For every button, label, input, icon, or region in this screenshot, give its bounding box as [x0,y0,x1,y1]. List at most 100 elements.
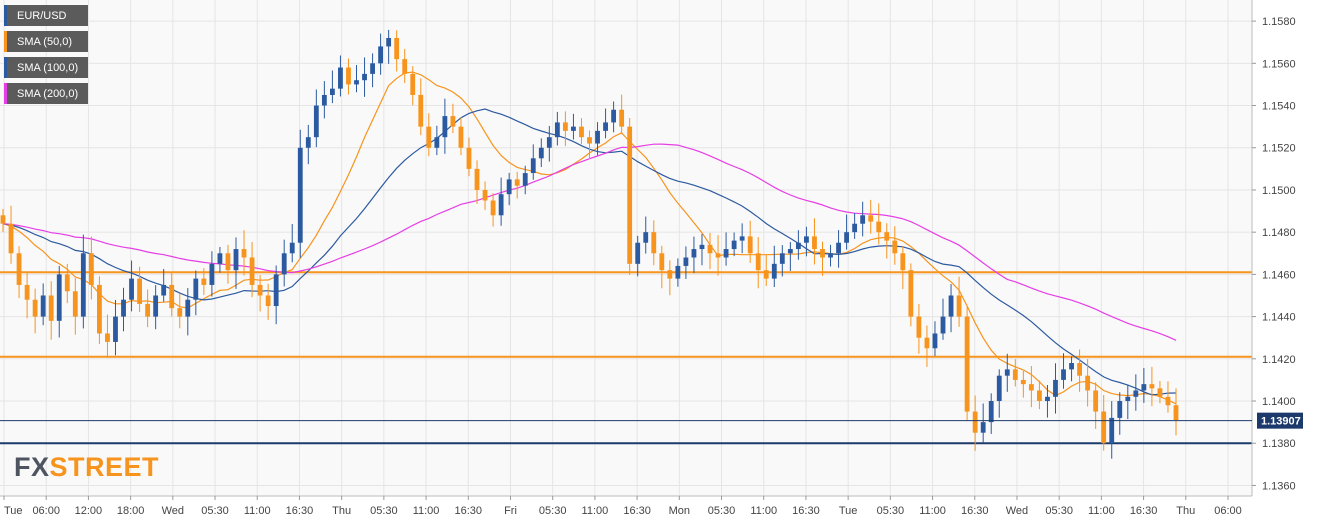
candle-body [8,223,14,254]
candle-body [225,253,231,271]
candle-body [1101,411,1107,444]
candle-body [828,253,833,258]
candle-body [281,253,287,275]
candle-body [289,242,295,254]
candle-body [64,274,70,292]
x-tick-label: 05:30 [370,505,398,517]
candle-body [113,316,118,342]
candle-body [900,253,906,271]
candle-body [482,189,488,201]
legend-label: SMA (50,0) [17,35,73,48]
candle-body [787,249,793,254]
candle-body [48,295,54,321]
x-tick-label: Tue [4,505,23,517]
candle-body [1173,405,1179,421]
legend-swatch [4,31,7,52]
x-tick-label: 05:30 [877,505,905,517]
candle-body [490,200,496,216]
candle-body [1053,379,1058,397]
candle-body [1028,384,1034,391]
candle-body [916,316,922,338]
x-tick-label: 16:30 [623,505,651,517]
candle-body [779,253,785,264]
candle-body [1085,375,1091,391]
legend-item-symbol[interactable]: EUR/USD [4,5,89,26]
candle-body [1149,384,1155,389]
candle-body [731,240,737,250]
candle-body [1004,369,1010,376]
candle-body [956,295,962,317]
legend-item-sma100[interactable]: SMA (100,0) [4,57,89,78]
candle-body [434,137,440,148]
candle-body [1133,390,1139,397]
candle-body [683,257,689,266]
candle-body [538,147,544,159]
candle-body [193,278,199,300]
candle-body [667,270,673,279]
candle-body [964,316,970,412]
candle-body [346,67,351,85]
candle-body [980,422,986,433]
candle-body [257,284,263,296]
candle-body [297,147,303,243]
candle-body [121,299,126,317]
x-tick-label: Mon [669,505,690,517]
candle-body [611,109,617,123]
candle-body [908,270,914,317]
candle-body [595,130,600,144]
legend-item-sma50[interactable]: SMA (50,0) [4,31,89,52]
y-tick-label: 1.1380 [1262,438,1296,450]
candle-body [32,299,38,317]
x-tick-label: 16:30 [455,505,483,517]
candle-body [844,232,850,243]
candles [0,29,1179,459]
candle-body [603,122,608,131]
candle-body [619,109,625,127]
legend-swatch [4,83,7,104]
candle-body [771,263,777,279]
candle-body [321,94,327,106]
y-tick-label: 1.1500 [1262,185,1296,197]
x-tick-label: 06:00 [1214,505,1242,517]
legend-label: SMA (200,0) [17,87,79,100]
candle-body [177,308,183,317]
candle-body [1157,388,1163,397]
candle-body [97,284,102,334]
legend-label: EUR/USD [17,9,67,22]
candle-body [659,253,665,271]
y-tick-label: 1.1400 [1262,396,1296,408]
candle-body [1069,363,1074,370]
candle-body [715,253,721,258]
candle-body [795,242,801,250]
watermark-fx: FX [14,452,50,482]
x-tick-label: Wed [1006,505,1028,517]
candle-body [932,333,938,349]
candle-body [354,80,359,85]
x-tick-label: 11:00 [750,505,777,517]
candle-body [1125,396,1131,402]
candle-body [1020,379,1026,385]
candle-body [498,194,504,216]
candle-body [466,147,472,169]
candle-body [892,240,898,254]
candle-body [651,232,657,254]
candle-body [579,126,584,138]
candle-body [129,278,134,300]
x-tick-label: 11:00 [1088,505,1115,517]
candle-body [699,244,705,250]
candle-body [378,46,384,64]
candle-body [394,37,400,60]
candle-body [924,337,930,349]
candle-body [1045,396,1050,402]
legend-item-sma200[interactable]: SMA (200,0) [4,83,89,104]
candle-body [1061,369,1066,380]
y-tick-label: 1.1360 [1262,480,1296,492]
candle-body [860,215,866,224]
candle-body [836,242,841,254]
candle-body [972,411,978,433]
plot-area [0,0,1252,496]
y-tick-label: 1.1420 [1262,354,1296,366]
y-tick-label: 1.1540 [1262,101,1296,113]
y-tick-label: 1.1460 [1262,269,1296,281]
candle-body [217,253,223,264]
